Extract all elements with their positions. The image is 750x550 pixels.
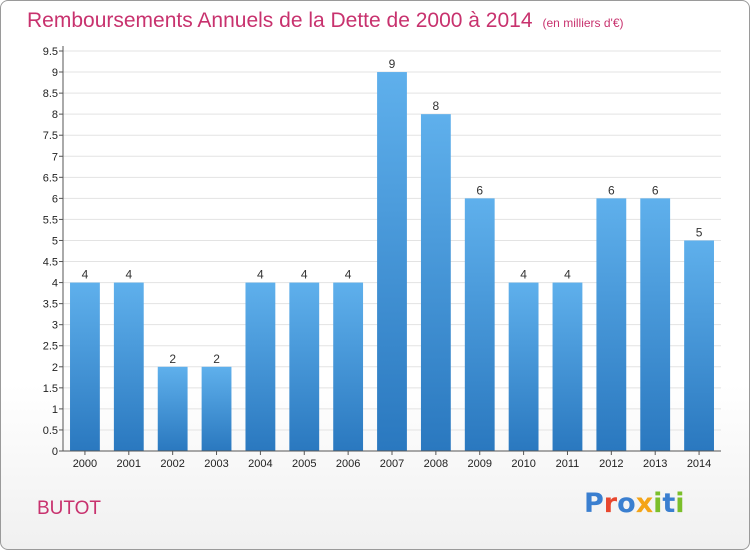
bar-value-label: 5 [696,225,703,239]
y-tick-label: 0.5 [43,425,58,437]
bar-value-label: 6 [608,183,615,197]
x-tick-label: 2004 [248,458,272,470]
bars: 4 4 2 2 4 4 4 9 8 6 4 4 6 6 5 [70,57,714,451]
x-tick-label: 2014 [687,458,711,470]
bar-2000 [70,282,100,451]
y-tick-label: 2.5 [43,341,58,353]
bar-2001 [113,282,144,451]
y-tick-label: 0 [52,446,58,458]
x-tick-label: 2013 [643,458,667,470]
bar-2004 [245,282,276,451]
y-tick-label: 9 [52,67,58,79]
logo-letter: o [617,488,636,519]
bar-2014 [684,240,714,451]
x-tick-label: 2003 [204,458,228,470]
x-tick-label: 2000 [73,458,97,470]
bar-value-label: 8 [433,99,440,113]
bar-2013 [640,198,671,451]
bar-value-label: 4 [520,268,527,282]
bar-value-label: 4 [564,268,571,282]
x-tick-label: 2007 [380,458,404,470]
y-tick-label: 3.5 [43,299,58,311]
logo-letter: P [584,488,604,519]
y-tick-label: 4 [52,278,58,290]
bar-2007 [377,72,407,451]
bar-value-label: 2 [213,352,220,366]
logo-letter: t [662,488,676,519]
bar-2010 [508,282,539,451]
y-tick-label: 7 [52,151,58,163]
bar-value-label: 4 [82,268,89,282]
y-tick-label: 1.5 [43,383,58,395]
proxiti-logo[interactable]: Proxiti [584,488,685,519]
chart-title-text: Remboursements Annuels de la Dette de 20… [27,9,533,32]
logo-letter: i [675,488,685,519]
logo-letter: i [653,488,663,519]
x-tick-label: 2002 [160,458,184,470]
bar-2002 [157,366,188,451]
x-tick-label: 2006 [336,458,360,470]
bar-value-label: 6 [652,183,659,197]
y-tick-label: 9.5 [43,46,58,58]
y-tick-label: 6 [52,193,58,205]
bar-value-label: 2 [169,352,176,366]
bar-2003 [201,366,232,451]
y-tick-label: 6.5 [43,172,58,184]
x-tick-label: 2005 [292,458,316,470]
bar-value-label: 4 [301,268,308,282]
bar-value-label: 6 [476,183,483,197]
x-tick-label: 2008 [424,458,448,470]
y-tick-label: 1 [52,404,58,416]
y-tick-label: 2 [52,362,58,374]
y-tick-label: 5.5 [43,214,58,226]
x-tick-label: 2009 [467,458,491,470]
y-tick-label: 8.5 [43,88,58,100]
bar-2005 [289,282,320,451]
x-tick-label: 2012 [599,458,623,470]
y-tick-label: 8 [52,109,58,121]
bar-2006 [333,282,364,451]
x-tick-label: 2011 [556,458,580,470]
logo-letter: x [635,488,654,519]
axes: 0 0.5 1 1.5 2 2.5 3 3.5 4 4.5 5 5.5 6 6.5 7 7.5 8 8.5 9 9.5… [43,46,721,470]
x-tick-label: 2010 [511,458,535,470]
bar-value-label: 4 [125,268,132,282]
x-tick-label: 2001 [117,458,141,470]
y-tick-label: 7.5 [43,130,58,142]
bar-2008 [420,114,451,451]
logo-letter: r [603,488,618,519]
y-tick-label: 5 [52,235,58,247]
commune-name: BUTOT [37,498,102,519]
chart-title: Remboursements Annuels de la Dette de 20… [27,9,624,33]
bar-2009 [464,198,495,451]
y-tick-label: 4.5 [43,257,58,269]
bar-value-label: 9 [389,57,396,71]
y-tick-label: 3 [52,320,58,332]
bar-2012 [596,198,627,451]
bar-value-label: 4 [345,268,352,282]
bar-2011 [552,282,583,451]
chart-subtitle: (en milliers d'€) [542,16,624,30]
bar-value-label: 4 [257,268,264,282]
